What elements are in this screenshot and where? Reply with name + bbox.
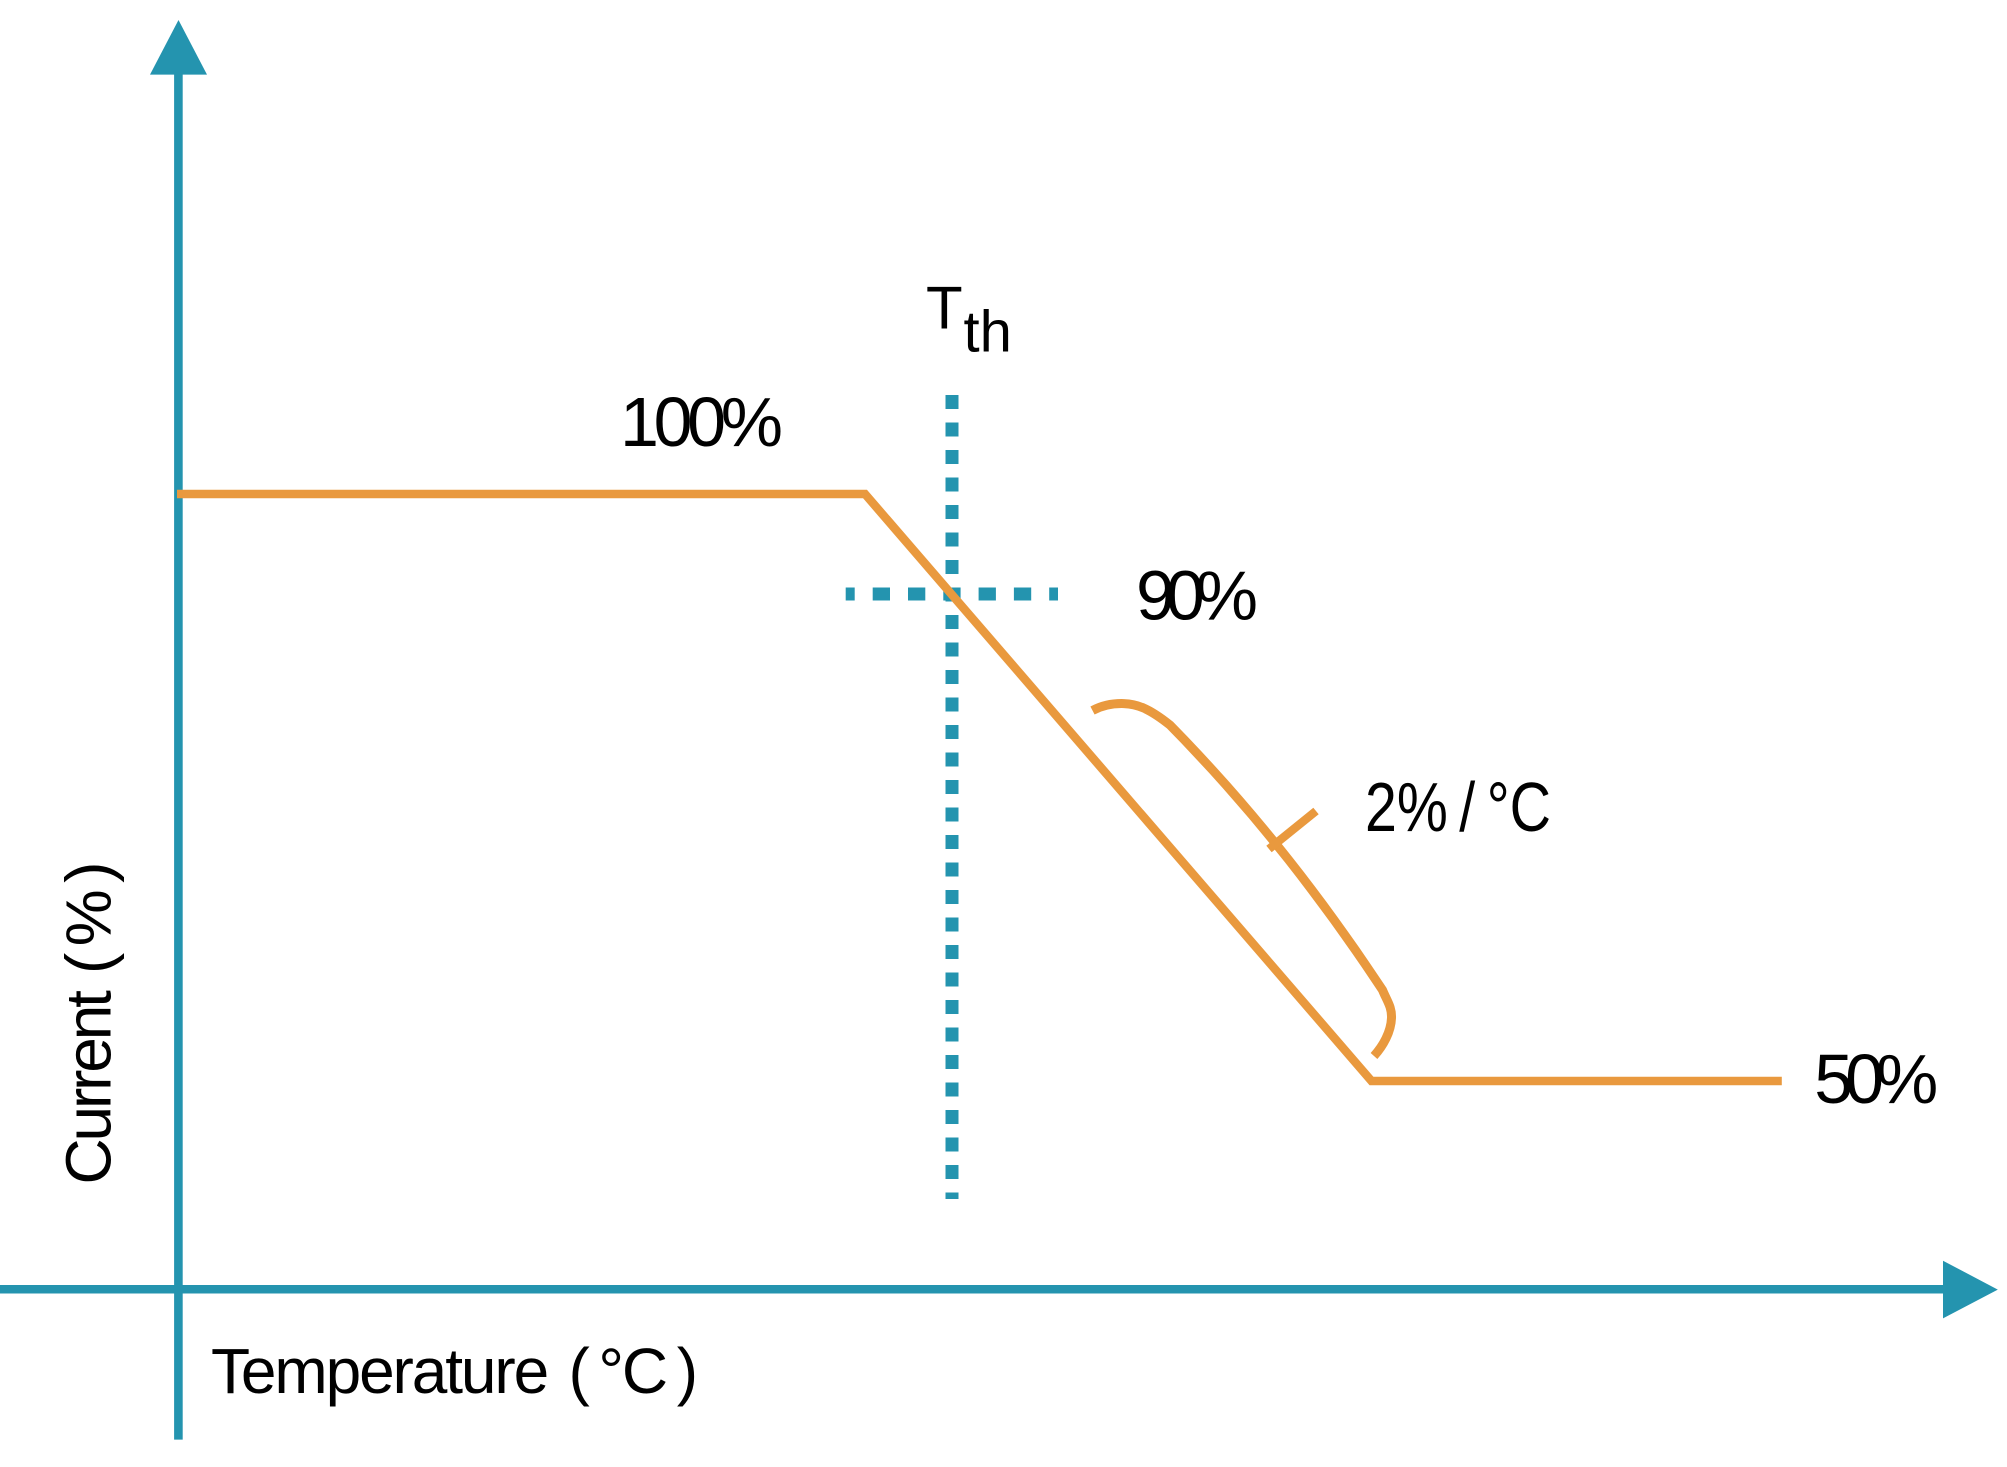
svg-text:50%: 50% <box>1814 1040 1938 1118</box>
svg-text:100%: 100% <box>620 383 783 461</box>
svg-text:Temperature ( °C ): Temperature ( °C ) <box>211 1335 698 1407</box>
svg-text:2% / °C: 2% / °C <box>1365 768 1551 846</box>
svg-text:90%: 90% <box>1136 557 1258 635</box>
svg-text:th: th <box>964 300 1012 365</box>
svg-text:T: T <box>926 275 963 342</box>
svg-text:Current ( % ): Current ( % ) <box>53 862 125 1185</box>
